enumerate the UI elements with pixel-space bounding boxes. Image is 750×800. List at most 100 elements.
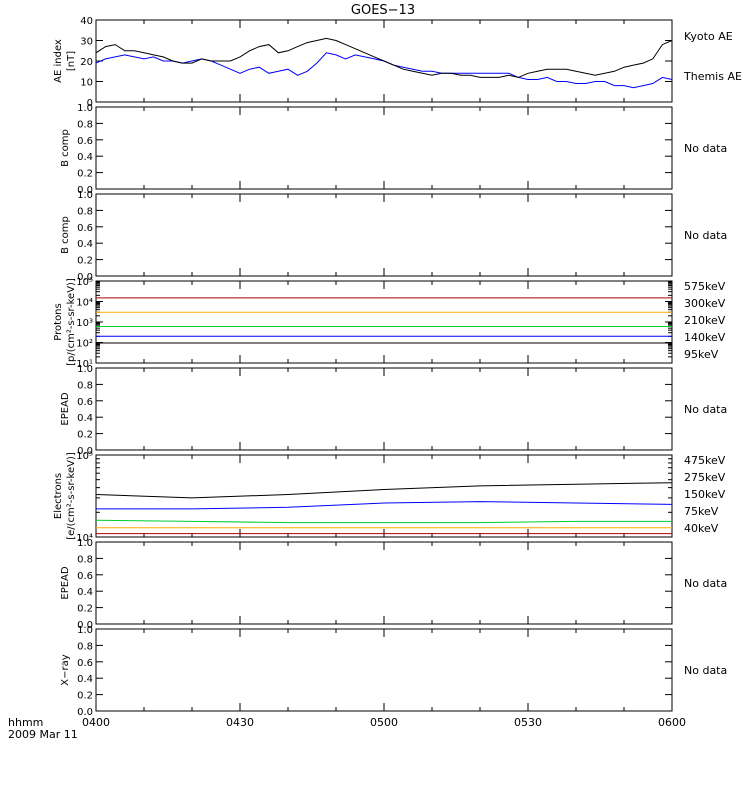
y-tick-label: 0.0: [77, 185, 93, 196]
y-tick-label: 1.0: [77, 364, 93, 375]
panel-epead2: 0.0 0.2 0.4 0.6 0.8 1.0 EPEAD No data: [60, 538, 727, 631]
y-tick-label: 10¹: [76, 359, 93, 370]
y-tick-label: 0.0: [77, 620, 93, 631]
panel-ae: 0 10 20 30 40 AE index [nT] Kyoto AE Themis AE: [53, 16, 742, 109]
y-tick-label: 0.2: [77, 256, 93, 267]
series-line-75kev: [96, 501, 673, 510]
y-tick-label: 0.2: [77, 430, 93, 441]
legend-95kev: 95keV: [684, 348, 719, 361]
x-tick-label: 0400: [82, 716, 110, 729]
y-tick-label: 0.8: [77, 380, 93, 391]
y-tick-label: 0.8: [77, 641, 93, 652]
figure-title: GOES−13: [351, 3, 415, 18]
plot-frame: [95, 454, 673, 538]
y-axis-label: Protons: [53, 303, 64, 340]
x-tick-label: 0600: [658, 716, 686, 729]
y-axis-unit-label: [nT]: [66, 51, 77, 71]
y-axis-label: B comp: [60, 129, 71, 167]
y-tick-label: 0.0: [77, 272, 93, 283]
legend-themis-ae: Themis AE: [683, 70, 742, 83]
y-tick-label: 1.0: [77, 625, 93, 636]
y-tick-label: 0.6: [77, 223, 93, 234]
y-tick-label: 10⁵: [76, 277, 93, 288]
legend-150kev: 150keV: [684, 488, 726, 501]
y-tick-label: 0.2: [77, 691, 93, 702]
legend-140kev: 140keV: [684, 331, 726, 344]
legend-kyoto-ae: Kyoto AE: [684, 30, 733, 43]
plot-frame: [95, 106, 673, 190]
y-tick-label: 0: [87, 98, 93, 109]
no-data-label: No data: [684, 142, 727, 155]
plot-frame: [95, 628, 673, 712]
y-tick-label: 0.8: [77, 206, 93, 217]
plot-frame: [95, 541, 673, 625]
legend-475kev: 475keV: [684, 454, 726, 467]
y-tick-label: 1.0: [77, 103, 93, 114]
panels: 0 10 20 30 40 AE index [nT] Kyoto AE Themis AE 0.…: [53, 16, 742, 729]
series-line-150kev: [95, 519, 672, 524]
panel-bcomp1: 0.0 0.2 0.4 0.6 0.8 1.0 B comp No data: [60, 103, 727, 196]
y-axis-label: X−ray: [60, 654, 71, 685]
y-tick-label: 0.6: [77, 136, 93, 147]
y-tick-label: 40: [80, 16, 93, 27]
y-tick-label: 30: [80, 37, 93, 48]
y-tick-label: 0.6: [77, 658, 93, 669]
x-tick-label: 0500: [370, 716, 398, 729]
plot-frame: [95, 280, 673, 364]
panel-electrons: 10⁴ 10⁵ Electrons [e/(cm²-s-sr-keV)] 475keV 2…: [53, 451, 726, 544]
legend-210kev: 210keV: [684, 314, 726, 327]
y-tick-label: 0.6: [77, 571, 93, 582]
y-tick-label: 10³: [76, 318, 93, 329]
corner-label-hhmm: hhmm: [8, 716, 43, 729]
y-tick-label: 0.6: [77, 397, 93, 408]
y-tick-label: 0.2: [77, 169, 93, 180]
series-line-themis-ae: [95, 37, 673, 78]
no-data-label: No data: [684, 664, 727, 677]
y-tick-label: 0.4: [77, 674, 93, 685]
y-axis-unit-label: [p/(cm²-s-sr-keV)]: [66, 278, 77, 366]
y-tick-label: 10⁴: [76, 298, 93, 309]
y-tick-label: 10: [80, 78, 93, 89]
x-tick-label: 0430: [226, 716, 254, 729]
y-tick-label: 0.4: [77, 587, 93, 598]
no-data-label: No data: [684, 403, 727, 416]
y-axis-label: B comp: [60, 216, 71, 254]
no-data-label: No data: [684, 577, 727, 590]
y-axis-unit-label: [e/(cm²-s-sr-keV)]: [66, 452, 77, 540]
y-tick-label: 0.0: [77, 446, 93, 457]
no-data-label: No data: [684, 229, 727, 242]
y-tick-label: 1.0: [77, 538, 93, 549]
y-axis-label: EPEAD: [60, 392, 71, 426]
plot-frame: [95, 367, 673, 451]
y-tick-label: 10⁴: [76, 533, 93, 544]
corner-label-date: 2009 Mar 11: [8, 728, 78, 741]
legend-575kev: 575keV: [684, 280, 726, 293]
legend-75kev: 75keV: [684, 505, 719, 518]
x-tick-label: 0530: [514, 716, 542, 729]
y-tick-label: 10⁵: [76, 451, 93, 462]
y-tick-label: 10²: [76, 339, 93, 350]
y-tick-label: 0.4: [77, 413, 93, 424]
series-line-40kev: [95, 482, 673, 499]
y-tick-label: 0.2: [77, 604, 93, 615]
legend-300kev: 300keV: [684, 297, 726, 310]
plot-frame: [95, 193, 673, 277]
panel-bcomp2: 0.0 0.2 0.4 0.6 0.8 1.0 B comp No data: [60, 190, 727, 283]
panel-xray: 0.0 0.2 0.4 0.6 0.8 1.0 X−ray No data: [60, 625, 727, 718]
legend-275kev: 275keV: [684, 471, 726, 484]
y-tick-label: 0.4: [77, 152, 93, 163]
y-tick-label: 20: [80, 57, 93, 68]
y-tick-label: 0.8: [77, 119, 93, 130]
y-tick-label: 0.0: [77, 707, 93, 718]
series-line-kyoto-ae: [95, 52, 673, 89]
y-axis-label: Electrons: [53, 473, 64, 519]
y-axis-label: EPEAD: [60, 566, 71, 600]
panel-protons: 10¹ 10² 10³ 10⁴ 10⁵ Protons [p/(cm²-s-sr-keV)]…: [53, 277, 726, 370]
y-tick-label: 0.8: [77, 554, 93, 565]
y-axis-label: AE index: [53, 39, 64, 83]
legend-40kev: 40keV: [684, 522, 719, 535]
panel-epead1: 0.0 0.2 0.4 0.6 0.8 1.0 EPEAD No data: [60, 364, 727, 457]
y-tick-label: 0.4: [77, 239, 93, 250]
y-tick-label: 1.0: [77, 190, 93, 201]
